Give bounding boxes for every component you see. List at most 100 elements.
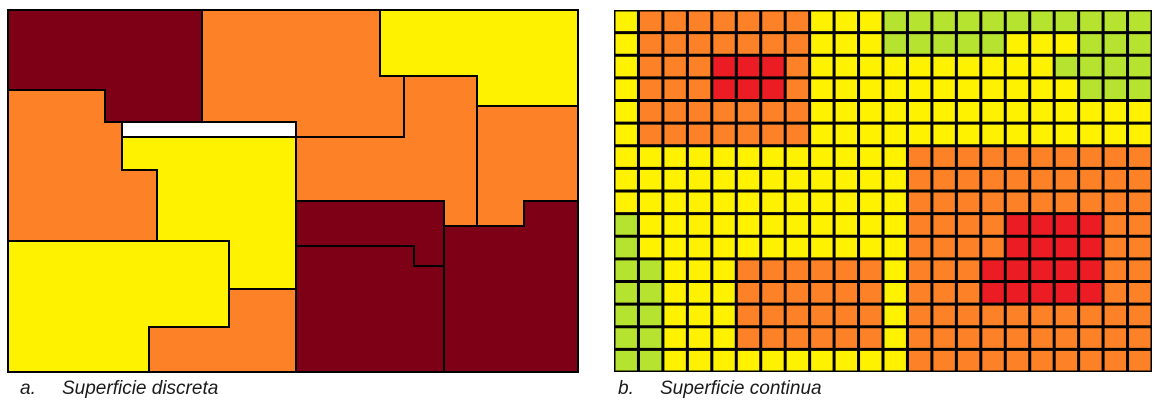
grid-cell	[664, 283, 686, 303]
grid-cell	[982, 237, 1004, 258]
grid-cell	[982, 215, 1004, 235]
grid-cell	[1031, 102, 1053, 122]
grid-cell	[933, 237, 955, 258]
grid-cell	[762, 215, 784, 235]
grid-cell	[615, 102, 637, 122]
grid-cell	[933, 350, 955, 371]
grid-cell	[884, 260, 906, 281]
grid-cell	[908, 124, 931, 145]
grid-cell	[688, 124, 711, 145]
grid-cell	[1104, 305, 1127, 326]
grid-cell	[957, 215, 980, 235]
grid-cell	[884, 102, 906, 122]
grid-cell	[664, 124, 686, 145]
grid-cell	[1031, 328, 1053, 348]
caption-panel-b: b. Superficie continua	[618, 378, 822, 400]
grid-cell	[615, 192, 637, 213]
grid-cell	[737, 192, 760, 213]
grid-cell	[860, 350, 882, 371]
grid-cell	[713, 237, 735, 258]
grid-cell	[1104, 350, 1127, 371]
grid-cell	[639, 237, 662, 258]
caption-a-text: Superficie discreta	[62, 378, 219, 399]
grid-cell	[615, 11, 637, 32]
grid-cell	[982, 305, 1004, 326]
grid-cell	[615, 124, 637, 145]
grid-cell	[1006, 350, 1029, 371]
grid-cell	[762, 328, 784, 348]
grid-cell	[786, 350, 809, 371]
grid-cell	[811, 124, 833, 145]
grid-cell	[1080, 192, 1102, 213]
grid-cell	[1055, 11, 1078, 32]
grid-cell	[1006, 328, 1029, 348]
grid-cell	[1006, 79, 1029, 100]
grid-cell	[664, 169, 686, 190]
grid-cell	[688, 147, 711, 167]
grid-cell	[933, 215, 955, 235]
grid-cell	[1006, 215, 1029, 235]
grid-cell	[1031, 237, 1053, 258]
grid-cell	[1031, 350, 1053, 371]
grid-cell	[786, 79, 809, 100]
grid-cell	[1055, 260, 1078, 281]
grid-cell	[688, 102, 711, 122]
grid-cell	[762, 283, 784, 303]
grid-cell	[1080, 56, 1102, 77]
grid-cell	[1055, 34, 1078, 54]
grid-cell	[1055, 237, 1078, 258]
grid-cell	[1031, 56, 1053, 77]
grid-cell	[713, 192, 735, 213]
grid-cell	[933, 283, 955, 303]
grid-cell	[835, 350, 858, 371]
grid-cell	[1129, 147, 1151, 167]
grid-cell	[1129, 169, 1151, 190]
grid-cell	[737, 124, 760, 145]
grid-cell	[664, 237, 686, 258]
grid-cell	[1031, 11, 1053, 32]
grid-cell	[1129, 215, 1151, 235]
region-dark-red-right	[443, 200, 579, 373]
grid-cell	[664, 56, 686, 77]
grid-cell	[639, 328, 662, 348]
grid-cell	[713, 79, 735, 100]
grid-cell	[957, 192, 980, 213]
grid-cell	[835, 11, 858, 32]
grid-cell	[860, 34, 882, 54]
grid-cell	[884, 34, 906, 54]
grid-cell	[1055, 350, 1078, 371]
grid-cell	[1104, 124, 1127, 145]
grid-cell	[982, 34, 1004, 54]
grid-cell	[860, 56, 882, 77]
grid-cell	[762, 34, 784, 54]
grid-cell	[615, 147, 637, 167]
grid-cell	[1055, 305, 1078, 326]
grid-cell	[688, 350, 711, 371]
grid-cell	[688, 169, 711, 190]
grid-cell	[762, 79, 784, 100]
grid-cell	[664, 350, 686, 371]
grid-cell	[835, 79, 858, 100]
grid-cell	[615, 79, 637, 100]
grid-cell	[1104, 260, 1127, 281]
grid-cell	[957, 79, 980, 100]
grid-cell	[737, 283, 760, 303]
grid-cell	[835, 260, 858, 281]
grid-cell	[933, 34, 955, 54]
grid-cell	[615, 215, 637, 235]
grid-cell	[639, 305, 662, 326]
grid-cell	[786, 305, 809, 326]
grid-cell	[762, 11, 784, 32]
grid-cell	[762, 147, 784, 167]
grid-cell	[1104, 102, 1127, 122]
grid-cell	[811, 305, 833, 326]
grid-cell	[982, 169, 1004, 190]
grid-cell	[811, 147, 833, 167]
grid-cell	[1055, 215, 1078, 235]
grid-cell	[860, 237, 882, 258]
grid-cell	[860, 283, 882, 303]
grid-cell	[835, 56, 858, 77]
grid-cell	[1104, 328, 1127, 348]
grid-cell	[908, 237, 931, 258]
grid-cell	[933, 147, 955, 167]
